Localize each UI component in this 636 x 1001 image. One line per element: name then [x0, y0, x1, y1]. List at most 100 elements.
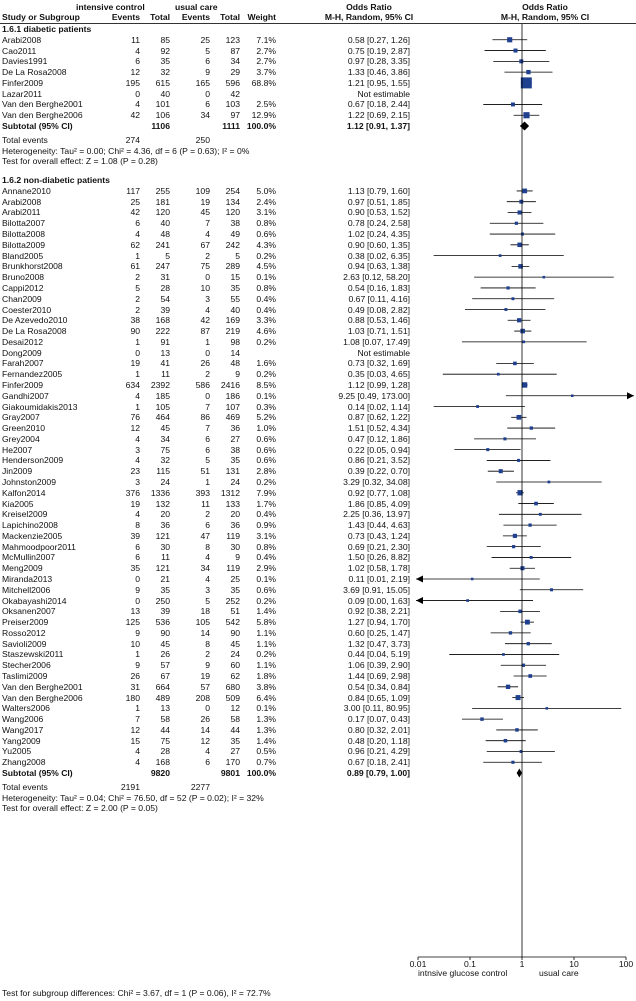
subgroup-1-study-2-events-intensive: 4: [135, 45, 140, 56]
subgroup-2-study-52-weight: 1.4%: [256, 735, 276, 746]
subgroup-2-study-48-marker: [515, 695, 521, 701]
subgroup-2-study-20-total-intensive: 185: [155, 390, 170, 401]
subgroup-2-study-44-total-intensive: 26: [160, 649, 170, 660]
subgroup-2-study-24-total-usual: 27: [230, 433, 240, 444]
subgroup-1-study-4-total-intensive: 32: [160, 67, 170, 78]
subgroup-2-study-4-events-intensive: 6: [135, 218, 140, 229]
subgroup-2-study-18-name: Fernandez2005: [2, 369, 63, 380]
subgroup-2-study-51-ci: 0.80 [0.32, 2.01]: [347, 724, 410, 735]
subgroup-2-study-3-weight: 3.1%: [256, 207, 276, 218]
subgroup-2-study-31-events-usual: 2: [205, 509, 210, 520]
subgroup-2-study-17-weight: 1.6%: [256, 358, 276, 369]
subgroup-2-study-24-events-intensive: 4: [135, 433, 140, 444]
subgroup-2-study-16-events-usual: 0: [205, 347, 210, 358]
subgroup-2-study-39-total-usual: 252: [225, 595, 240, 606]
subgroup-2-study-18-weight: 0.2%: [256, 369, 276, 380]
subgroup-2-study-35-events-usual: 4: [205, 552, 210, 563]
subgroup-2-study-15-weight: 0.2%: [256, 336, 276, 347]
subgroup-2-study-9-events-intensive: 2: [135, 272, 140, 283]
subgroup-2-study-8-name: Brunkhorst2008: [2, 261, 63, 272]
subgroup-2-study-37-events-usual: 4: [205, 574, 210, 584]
subgroup-2-study-35-total-intensive: 11: [161, 552, 170, 563]
subgroup-2-study-47-ci: 0.54 [0.34, 0.84]: [347, 681, 410, 692]
subgroup-2-study-39-weight: 0.2%: [256, 595, 276, 606]
subgroup-2-study-39-events-usual: 5: [205, 595, 210, 606]
subgroup-2-study-4-ci: 0.78 [0.24, 2.58]: [347, 218, 410, 229]
subgroup-2-study-10-total-usual: 35: [230, 282, 240, 293]
subgroup-2-study-10-events-intensive: 5: [135, 282, 140, 293]
subgroup-2-study-40-events-intensive: 13: [130, 606, 140, 617]
subgroup-2-study-28-ci: 3.29 [0.32, 34.08]: [343, 476, 410, 487]
subgroup-2-study-19-ci: 1.12 [0.99, 1.28]: [347, 379, 410, 390]
subgroup-2-study-25-events-intensive: 3: [135, 444, 140, 455]
subgroup-2-study-1-name: Annane2010: [2, 185, 51, 196]
subgroup-2-study-48-events-usual: 208: [195, 692, 210, 703]
subgroup-2-study-17-total-usual: 48: [230, 358, 240, 369]
subgroup-2-study-46-total-intensive: 67: [160, 671, 170, 682]
subgroup-2-study-14-marker: [520, 328, 525, 334]
subgroup-2-study-52-name: Yang2009: [2, 735, 41, 746]
subgroup-2-study-23-total-usual: 36: [230, 423, 240, 434]
subgroup-2-study-23-events-usual: 7: [205, 423, 210, 434]
subgroup-2-study-15-total-intensive: 91: [160, 336, 170, 347]
subgroup-1-study-5-total-intensive: 615: [155, 77, 170, 88]
header-events-1: Events: [111, 12, 140, 22]
subgroup-2-study-5-total-usual: 49: [230, 229, 240, 240]
subgroup-2-study-11-total-intensive: 54: [160, 293, 170, 304]
subgroup-2-study-45-marker: [521, 663, 525, 667]
subgroup-2-study-16-events-intensive: 0: [135, 347, 140, 358]
subgroup-differences-test: Test for subgroup differences: Chi² = 3.…: [2, 988, 271, 998]
subgroup-2-study-8-total-usual: 289: [225, 261, 240, 272]
subgroup-2-study-9-weight: 0.1%: [256, 272, 276, 283]
subgroup-2-study-16-name: Dong2009: [2, 347, 42, 358]
subgroup-2-study-49-ci: 3.00 [0.11, 80.95]: [343, 703, 410, 714]
subgroup-1-total-events-usual: 250: [195, 134, 210, 145]
subgroup-2-study-38-name: Mitchell2006: [2, 584, 51, 595]
subgroup-1-study-8-events-usual: 34: [200, 110, 210, 121]
subgroup-2-study-48-weight: 6.4%: [256, 692, 276, 703]
subgroup-2-study-45-events-usual: 9: [205, 660, 210, 671]
subgroup-2-study-7-events-usual: 2: [205, 250, 210, 261]
subgroup-2-study-19-events-intensive: 634: [125, 379, 140, 390]
subgroup-2-study-44-name: Staszewski2011: [2, 649, 64, 660]
subgroup-2-study-7-total-intensive: 5: [165, 250, 170, 261]
subgroup-2-study-15-marker: [522, 340, 526, 344]
subgroup-2-study-28-weight: 0.2%: [256, 476, 276, 487]
subgroup-2-study-6-total-intensive: 241: [155, 239, 170, 250]
subgroup-2-study-44-events-intensive: 1: [135, 649, 140, 660]
subgroup-2-study-35-total-usual: 9: [235, 552, 240, 563]
subgroup-2-study-26-weight: 0.6%: [256, 455, 276, 466]
header-study: Study or Subgroup: [2, 12, 80, 22]
subgroup-2-study-11-events-intensive: 2: [135, 293, 140, 304]
subgroup-1-study-7-total-intensive: 101: [155, 99, 170, 110]
subgroup-2-study-22-total-usual: 469: [225, 412, 240, 423]
subgroup-2-study-40-weight: 1.4%: [256, 606, 276, 617]
subgroup-1-subtotal-label: Subtotal (95% CI): [2, 121, 73, 132]
subgroup-2-study-2-marker: [519, 199, 524, 204]
subgroup-2-study-18-ci: 0.35 [0.03, 4.65]: [347, 369, 410, 380]
subgroup-2-study-49-marker: [545, 707, 549, 710]
subgroup-2-study-17-events-intensive: 19: [130, 358, 140, 369]
subgroup-2-study-46-name: Taslimi2009: [2, 671, 48, 682]
subgroup-2-study-13-events-intensive: 38: [130, 315, 140, 326]
subgroup-2-study-30-events-intensive: 19: [130, 498, 140, 509]
subgroup-1-study-2-ci: 0.75 [0.19, 2.87]: [347, 45, 410, 56]
xlabel-left: intnsive glucose control: [418, 968, 508, 978]
xlabel-right: usual care: [539, 968, 579, 978]
subgroup-2-study-39-name: Okabayashi2014: [2, 595, 67, 606]
subgroup-1-study-5-weight: 68.8%: [251, 77, 276, 88]
subgroup-2-total-events-label: Total events: [2, 781, 48, 792]
subgroup-2-study-31-marker: [538, 512, 542, 516]
subgroup-2-total-events-usual: 2277: [190, 781, 210, 792]
subgroup-2-study-5-name: Bilotta2008: [2, 229, 46, 240]
subgroup-2-study-30-total-usual: 133: [225, 498, 240, 509]
subgroup-2-study-26-events-usual: 5: [205, 455, 210, 466]
subgroup-2-study-13-ci: 0.88 [0.53, 1.46]: [347, 315, 410, 326]
subgroup-1-study-6-ci: Not estimable: [357, 88, 410, 99]
subgroup-2-study-53-marker: [519, 749, 523, 753]
subgroup-2-study-19-weight: 8.5%: [256, 379, 276, 390]
subgroup-2-study-21-events-intensive: 1: [135, 401, 140, 412]
subgroup-2-study-22-ci: 0.87 [0.62, 1.22]: [347, 412, 410, 423]
subgroup-2-study-15-events-usual: 1: [205, 336, 210, 347]
subgroup-2-study-43-weight: 1.1%: [256, 638, 276, 649]
